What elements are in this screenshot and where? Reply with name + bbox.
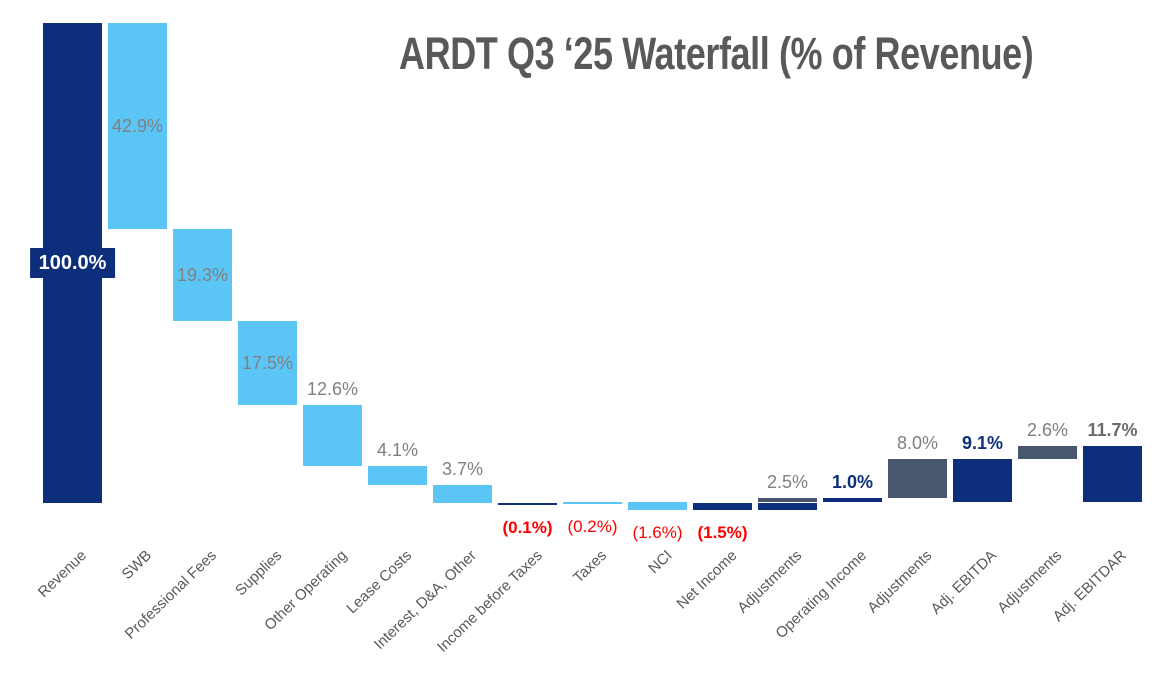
value-label-adjustments: 2.5% [766,471,809,492]
bar-adjustments [758,497,817,503]
value-label-other-operating: 12.6% [306,379,359,400]
bar-supplies [238,321,297,406]
value-label-operating-income: 1.0% [831,471,874,492]
bar-adjustments [1018,446,1077,459]
value-label-professional-fees: 19.3% [176,264,229,285]
value-label-revenue: 100.0% [29,247,116,278]
bar-professional-fees [173,228,232,322]
value-label-supplies: 17.5% [241,353,294,374]
bar-operating-income [823,497,882,503]
bar-adj-ebitdar [1083,446,1142,503]
value-label-net-income: (1.5%) [697,522,748,542]
category-label-taxes: Taxes [570,547,611,587]
bar-income-before-taxes [498,502,557,505]
bar-nci [628,502,687,510]
bar-other-operating [303,405,362,466]
bar-adjustments [758,502,817,510]
value-label-adjustments: 8.0% [896,433,939,454]
category-label-swb: SWB [118,547,156,583]
value-label-interest-d-a-other: 3.7% [441,459,484,480]
category-label-adj-ebitda: Adj. EBITDA [927,547,1001,618]
category-label-revenue: Revenue [35,547,91,601]
category-label-net-income: Net Income [673,547,741,613]
value-label-lease-costs: 4.1% [376,439,419,460]
bar-interest-d-a-other [433,485,492,503]
category-label-supplies: Supplies [232,547,286,600]
value-label-nci: (1.6%) [632,522,683,542]
value-label-swb: 42.9% [111,115,164,136]
value-label-income-before-taxes: (0.1%) [502,517,553,537]
bar-adj-ebitda [953,458,1012,503]
bar-adjustments [888,459,947,498]
category-label-adjustments: Adjustments [864,547,936,617]
bar-lease-costs [368,465,427,486]
bar-net-income [693,502,752,510]
category-label-nci: NCI [644,547,676,578]
value-label-taxes: (0.2%) [567,517,618,537]
bar-swb [108,23,167,229]
chart-title: ARDT Q3 ‘25 Waterfall (% of Revenue) [399,28,1034,79]
value-label-adj-ebitdar: 11.7% [1087,420,1138,441]
value-label-adjustments: 2.6% [1026,420,1069,441]
bar-taxes [563,502,622,504]
value-label-adj-ebitda: 9.1% [961,432,1004,453]
